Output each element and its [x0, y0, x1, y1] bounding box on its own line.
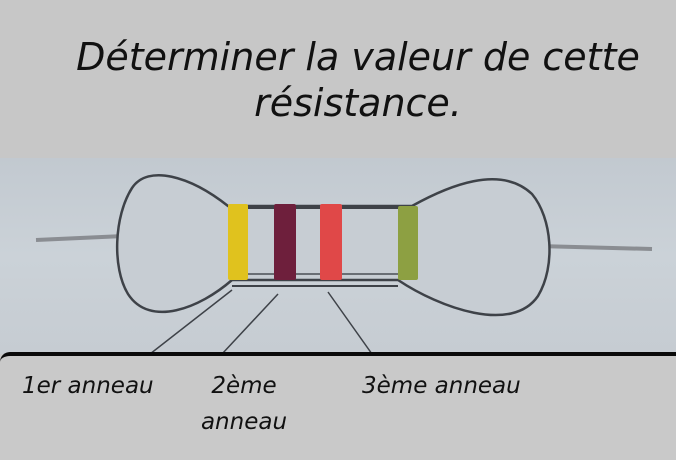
- left-lead-wire: [35, 234, 125, 242]
- title-area: [0, 0, 676, 158]
- right-lead-wire: [537, 244, 653, 251]
- label-ring-2: 2ème anneau: [200, 373, 288, 435]
- band-2: [274, 204, 296, 280]
- label-ring-3: 3ème anneau: [362, 373, 521, 399]
- band-1: [228, 204, 248, 280]
- exercise-title: Déterminer la valeur de cette résistance…: [76, 35, 640, 125]
- resistor-diagram: [35, 173, 653, 354]
- pointer-ring-1: [149, 289, 233, 354]
- label-ring-1: 1er anneau: [22, 373, 154, 399]
- labels-area: [0, 352, 676, 460]
- band-3: [320, 204, 342, 280]
- pointer-ring-2: [221, 293, 279, 354]
- pointer-ring-3: [327, 291, 373, 354]
- band-4: [398, 206, 418, 280]
